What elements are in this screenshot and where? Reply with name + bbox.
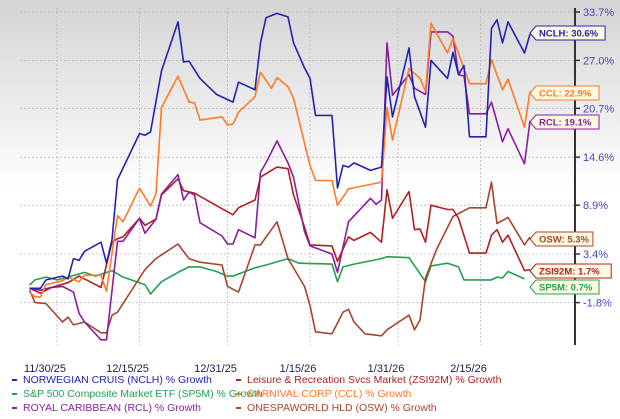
legend-label: CARNIVAL CORP (CCL) % Growth [247, 388, 411, 400]
legend-item-rcl: ROYAL CARIBBEAN (RCL) % Growth [12, 402, 201, 414]
y-tick-label: 14.6% [583, 152, 614, 164]
legend: NORWEGIAN CRUIS (NCLH) % Growth Leisure &… [12, 374, 502, 414]
legend-swatch [236, 407, 241, 409]
legend-label: NORWEGIAN CRUIS (NCLH) % Growth [23, 374, 212, 386]
legend-swatch [12, 393, 17, 395]
series-lines [28, 12, 531, 341]
y-axis-ticks: 33.7% 27.0% 20.7% 14.6% 8.9% 3.4% -1.8% [575, 7, 614, 310]
legend-swatch [12, 407, 17, 409]
callout-ccl: CCL: 22.9% [529, 85, 600, 101]
series-line-ccl [28, 22, 531, 298]
callout-box [529, 231, 594, 247]
callout-label: SP5M: 0.7% [539, 283, 593, 294]
legend-swatch [236, 393, 241, 395]
x-tick-label: 12/31/25 [194, 363, 237, 375]
end-value-callouts: NCLH: 30.6% ZSI92M: 1.7% SP5M: 0.7% CCL: 22… [529, 25, 612, 295]
legend-label: S&P 500 Composite Market ETF (SP5M) % Gr… [23, 388, 263, 400]
legend-swatch [12, 379, 17, 381]
callout-label: ZSI92M: 1.7% [539, 267, 600, 278]
x-tick-label: 11/30/25 [24, 363, 66, 375]
callout-label: NCLH: 30.6% [539, 29, 599, 40]
callout-zsi: ZSI92M: 1.7% [529, 263, 612, 279]
callout-box [529, 25, 606, 41]
y-tick-label: 8.9% [583, 200, 608, 212]
legend-label: ROYAL CARIBBEAN (RCL) % Growth [23, 402, 201, 414]
series-line-osw [28, 181, 531, 337]
legend-swatch [236, 379, 241, 381]
y-tick-label: -1.8% [583, 298, 612, 310]
callout-box [529, 114, 600, 130]
legend-item-osw: ONESPAWORLD HLD (OSW) % Growth [236, 402, 437, 414]
callout-label: RCL: 19.1% [539, 118, 592, 129]
x-tick-label: 12/15/25 [106, 363, 149, 375]
series-line-zsi [29, 166, 531, 294]
legend-item-sp5m: S&P 500 Composite Market ETF (SP5M) % Gr… [12, 388, 263, 400]
y-tick-label: 27.0% [583, 55, 614, 67]
callout-sp5m: SP5M: 0.7% [529, 279, 600, 295]
callout-label: CCL: 22.9% [539, 89, 592, 100]
legend-item-zsi: Leisure & Recreation Svcs Market (ZSI92M… [236, 374, 502, 386]
legend-label: Leisure & Recreation Svcs Market (ZSI92M… [247, 374, 502, 386]
y-tick-label: 20.7% [583, 103, 614, 115]
y-tick-label: 33.7% [583, 7, 614, 19]
callout-box [529, 263, 612, 279]
x-tick-label: 1/15/26 [280, 363, 317, 375]
callout-osw: OSW: 5.3% [529, 231, 594, 247]
callout-nclh: NCLH: 30.6% [529, 25, 606, 41]
legend-item-nclh: NORWEGIAN CRUIS (NCLH) % Growth [12, 374, 212, 386]
legend-label: ONESPAWORLD HLD (OSW) % Growth [247, 402, 437, 414]
series-line-rcl [29, 31, 531, 341]
callout-box [529, 85, 600, 101]
x-tick-label: 1/31/26 [368, 363, 405, 375]
plot-background [0, 0, 620, 350]
y-tick-label: 3.4% [583, 249, 608, 261]
callout-box [529, 279, 600, 295]
callout-rcl: RCL: 19.1% [529, 114, 600, 130]
x-axis-ticks: 11/30/25 12/15/25 12/31/25 1/15/26 1/31/26 2/… [24, 363, 487, 375]
series-line-nclh [29, 12, 531, 290]
callout-label: OSW: 5.3% [539, 235, 590, 246]
legend-item-ccl: CARNIVAL CORP (CCL) % Growth [236, 388, 411, 400]
x-tick-label: 2/15/26 [450, 363, 487, 375]
